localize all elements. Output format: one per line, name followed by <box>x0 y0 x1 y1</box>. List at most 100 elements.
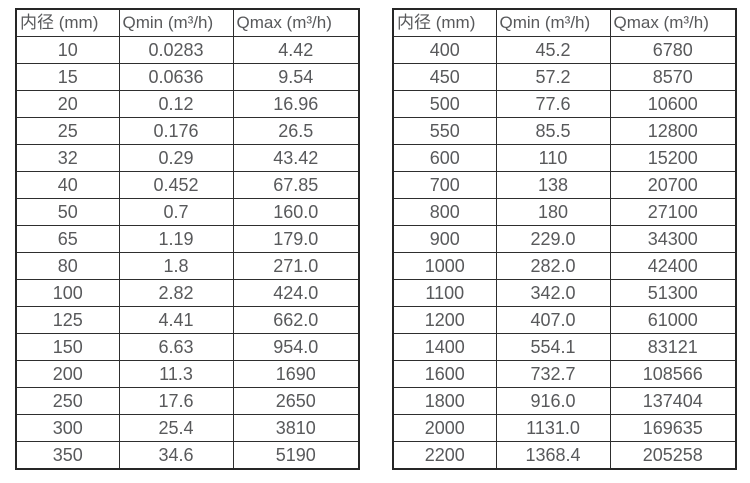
table-cell: 34.6 <box>118 441 234 470</box>
flow-rate-table-large-diameters: 内径 (mm) Qmin (m³/h) Qmax (m³/h) 400 45.2 678… <box>392 8 737 470</box>
table-cell: 900 <box>392 225 497 253</box>
table-cell: 1100 <box>392 279 497 307</box>
table-row: 450 57.2 8570 <box>392 63 737 91</box>
table-cell: 732.7 <box>495 360 611 388</box>
table-cell: 15200 <box>609 144 737 172</box>
table-cell: 6780 <box>609 36 737 64</box>
table-cell: 1000 <box>392 252 497 280</box>
table-cell: 12800 <box>609 117 737 145</box>
table-cell: 10600 <box>609 90 737 118</box>
column-header: Qmax (m³/h) <box>232 8 360 37</box>
table-row: 1200 407.0 61000 <box>392 306 737 334</box>
table-cell: 0.29 <box>118 144 234 172</box>
table-cell: 271.0 <box>232 252 360 280</box>
table-cell: 100 <box>15 279 120 307</box>
table-cell: 4.42 <box>232 36 360 64</box>
table-cell: 6.63 <box>118 333 234 361</box>
table-cell: 108566 <box>609 360 737 388</box>
table-cell: 600 <box>392 144 497 172</box>
table-cell: 8570 <box>609 63 737 91</box>
table-cell: 85.5 <box>495 117 611 145</box>
table-cell: 27100 <box>609 198 737 226</box>
table-row: 1800 916.0 137404 <box>392 387 737 415</box>
table-cell: 500 <box>392 90 497 118</box>
table-cell: 20700 <box>609 171 737 199</box>
table-cell: 0.12 <box>118 90 234 118</box>
table-cell: 150 <box>15 333 120 361</box>
table-cell: 83121 <box>609 333 737 361</box>
table-cell: 424.0 <box>232 279 360 307</box>
table-cell: 0.176 <box>118 117 234 145</box>
table-row: 32 0.29 43.42 <box>15 144 360 172</box>
table-cell: 0.0283 <box>118 36 234 64</box>
table-cell: 1690 <box>232 360 360 388</box>
table-row: 15 0.0636 9.54 <box>15 63 360 91</box>
table-cell: 67.85 <box>232 171 360 199</box>
table-cell: 137404 <box>609 387 737 415</box>
table-cell: 1600 <box>392 360 497 388</box>
table-cell: 40 <box>15 171 120 199</box>
table-cell: 1368.4 <box>495 441 611 470</box>
table-row: 20 0.12 16.96 <box>15 90 360 118</box>
table-cell: 0.452 <box>118 171 234 199</box>
table-cell: 160.0 <box>232 198 360 226</box>
table-cell: 554.1 <box>495 333 611 361</box>
table-cell: 400 <box>392 36 497 64</box>
table-cell: 1.19 <box>118 225 234 253</box>
table-cell: 300 <box>15 414 120 442</box>
table-cell: 5190 <box>232 441 360 470</box>
table-cell: 25.4 <box>118 414 234 442</box>
table-cell: 3810 <box>232 414 360 442</box>
table-cell: 42400 <box>609 252 737 280</box>
header-row: 内径 (mm) Qmin (m³/h) Qmax (m³/h) <box>15 8 360 37</box>
table-row: 2200 1368.4 205258 <box>392 441 737 470</box>
column-header: Qmin (m³/h) <box>495 8 611 37</box>
table-cell: 57.2 <box>495 63 611 91</box>
column-header: 内径 (mm) <box>392 8 497 37</box>
table-cell: 180 <box>495 198 611 226</box>
table-row: 1000 282.0 42400 <box>392 252 737 280</box>
table-row: 800 180 27100 <box>392 198 737 226</box>
table-cell: 77.6 <box>495 90 611 118</box>
table-row: 65 1.19 179.0 <box>15 225 360 253</box>
table-cell: 229.0 <box>495 225 611 253</box>
table-cell: 200 <box>15 360 120 388</box>
table-cell: 125 <box>15 306 120 334</box>
header-row: 内径 (mm) Qmin (m³/h) Qmax (m³/h) <box>392 8 737 37</box>
flow-rate-table-small-diameters: 内径 (mm) Qmin (m³/h) Qmax (m³/h) 10 0.0283 4.… <box>15 8 360 470</box>
table-row: 250 17.6 2650 <box>15 387 360 415</box>
table-row: 40 0.452 67.85 <box>15 171 360 199</box>
column-header: Qmin (m³/h) <box>118 8 234 37</box>
table-row: 80 1.8 271.0 <box>15 252 360 280</box>
table-cell: 10 <box>15 36 120 64</box>
table-row: 1600 732.7 108566 <box>392 360 737 388</box>
table-row: 900 229.0 34300 <box>392 225 737 253</box>
table-cell: 80 <box>15 252 120 280</box>
table-cell: 15 <box>15 63 120 91</box>
table-cell: 2000 <box>392 414 497 442</box>
table-row: 25 0.176 26.5 <box>15 117 360 145</box>
table-cell: 61000 <box>609 306 737 334</box>
table-cell: 1800 <box>392 387 497 415</box>
table-cell: 17.6 <box>118 387 234 415</box>
table-row: 600 110 15200 <box>392 144 737 172</box>
table-cell: 1.8 <box>118 252 234 280</box>
table-row: 50 0.7 160.0 <box>15 198 360 226</box>
table-row: 350 34.6 5190 <box>15 441 360 470</box>
column-header: 内径 (mm) <box>15 8 120 37</box>
table-cell: 0.0636 <box>118 63 234 91</box>
table-row: 2000 1131.0 169635 <box>392 414 737 442</box>
table-cell: 2650 <box>232 387 360 415</box>
table-cell: 45.2 <box>495 36 611 64</box>
table-cell: 916.0 <box>495 387 611 415</box>
table-cell: 65 <box>15 225 120 253</box>
table-row: 500 77.6 10600 <box>392 90 737 118</box>
table-cell: 32 <box>15 144 120 172</box>
table-cell: 800 <box>392 198 497 226</box>
table-row: 200 11.3 1690 <box>15 360 360 388</box>
table-cell: 662.0 <box>232 306 360 334</box>
table-cell: 450 <box>392 63 497 91</box>
table-cell: 250 <box>15 387 120 415</box>
column-header: Qmax (m³/h) <box>609 8 737 37</box>
table-cell: 550 <box>392 117 497 145</box>
